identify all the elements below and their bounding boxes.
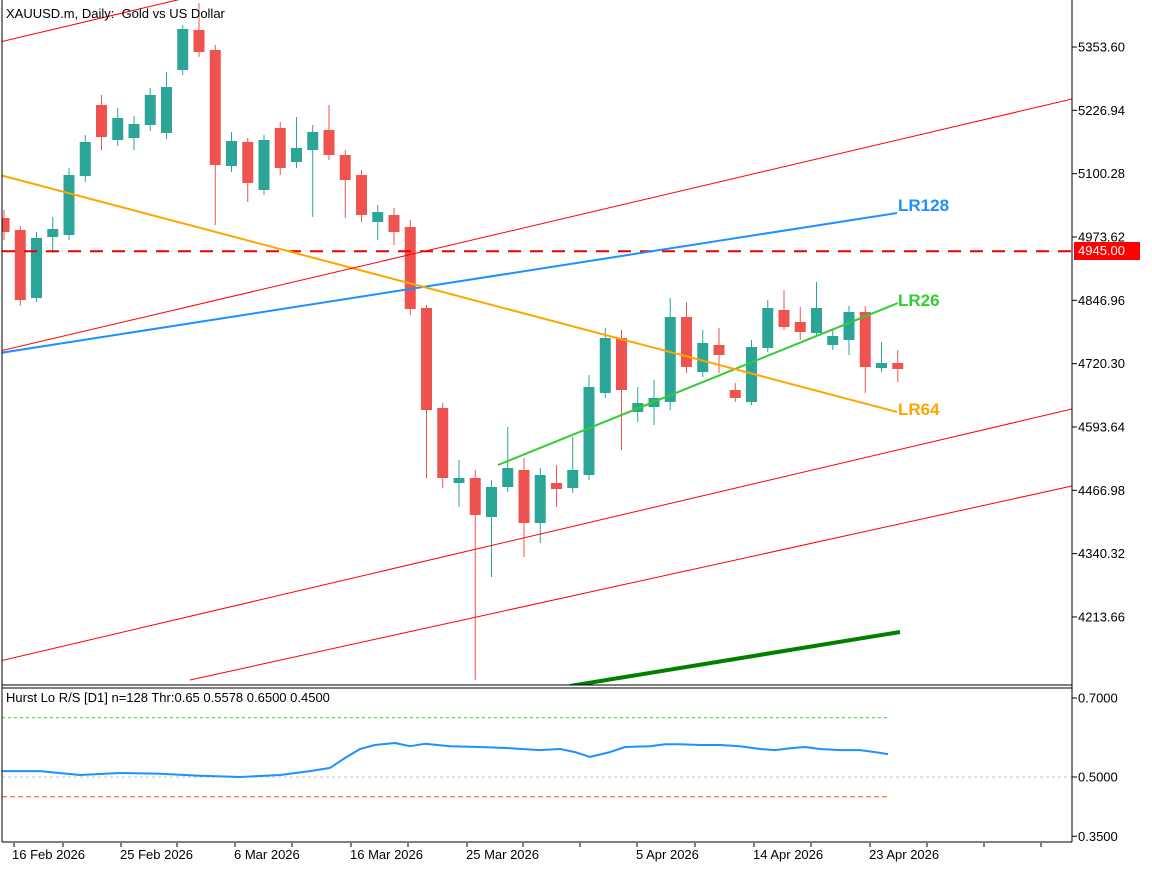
candle-bull: [144, 95, 156, 125]
hurst-axis-label: 0.3500: [1078, 829, 1118, 844]
candle-bear: [242, 142, 254, 183]
candle-bear: [616, 338, 627, 390]
candle-bear: [778, 310, 790, 327]
candle-bull: [307, 132, 319, 150]
candle-bull: [762, 308, 774, 348]
candle-bull: [226, 141, 237, 166]
candle-bull: [534, 475, 546, 523]
hurst-axis-label: 0.7000: [1078, 691, 1118, 706]
candle-bear: [96, 105, 107, 137]
candle-bull: [583, 387, 595, 475]
candle-bear: [729, 390, 741, 398]
candle-bull: [31, 238, 42, 298]
candle-bull: [697, 343, 709, 372]
candle-bull: [372, 212, 384, 222]
time-axis-label: 23 Apr 2026: [869, 847, 939, 862]
candle-bear: [551, 483, 562, 489]
price-axis-label: 4213.66: [1078, 609, 1125, 624]
trend-thick-line: [569, 630, 901, 685]
candle-bull: [876, 363, 887, 368]
candle-bull: [827, 336, 839, 345]
candle-bull: [567, 470, 579, 488]
time-axis-label: 16 Mar 2026: [350, 847, 423, 862]
candle-bull: [453, 478, 465, 483]
candle-bear: [437, 408, 449, 478]
candle-bear: [892, 363, 904, 369]
price-axis-label: 4466.98: [1078, 483, 1125, 498]
time-axis-label: 25 Feb 2026: [120, 847, 193, 862]
candle-bull: [128, 124, 140, 138]
candle-bear: [404, 227, 416, 309]
candle-bull: [47, 229, 59, 237]
candle-bear: [356, 175, 367, 215]
candle-bull: [664, 317, 676, 402]
candle-bear: [518, 470, 530, 523]
hurst-line: [2, 742, 889, 778]
lr128-line: [2, 212, 898, 354]
time-axis-label: 6 Mar 2026: [234, 847, 300, 862]
candle-bear: [193, 30, 205, 52]
candle-bull: [112, 118, 124, 140]
main-pane: [2, 0, 1072, 685]
candle-bull: [63, 175, 75, 235]
time-axis-label: 25 Mar 2026: [466, 847, 539, 862]
candle-bull: [161, 87, 172, 133]
candle-bear: [469, 478, 481, 515]
candle-bear: [209, 50, 221, 165]
candle-bull: [177, 29, 189, 70]
price-axis-label: 5226.94: [1078, 103, 1125, 118]
candle-bull: [291, 148, 302, 162]
candle-bear: [2, 218, 10, 232]
candle-bull: [811, 308, 822, 333]
channel-2-line: [2, 98, 1072, 352]
channel-3-line: [2, 408, 1072, 662]
candle-bear: [681, 317, 692, 367]
price-axis-label: 4593.64: [1078, 419, 1125, 434]
candle-bear: [323, 130, 335, 155]
candle-bear: [388, 215, 400, 232]
candle-bull: [79, 142, 91, 176]
candle-bull: [258, 140, 270, 190]
candle-bear: [794, 322, 806, 332]
axes: 5353.60 5226.94 5100.28 4973.62 4846.96 4720.…: [1, 0, 1125, 862]
lr26-line: [497, 302, 899, 466]
price-axis-label: 4846.96: [1078, 293, 1125, 308]
candle-bear: [14, 230, 26, 300]
candle-bear: [421, 308, 432, 410]
price-axis-label: 5353.60: [1078, 40, 1125, 55]
candle-bull: [599, 338, 611, 393]
candle-bull: [486, 487, 497, 517]
price-axis-label: 4340.32: [1078, 546, 1125, 561]
candle-bull: [843, 312, 855, 340]
channel-4-line: [189, 485, 1072, 681]
time-axis-label: 16 Feb 2026: [12, 847, 85, 862]
time-axis-label: 14 Apr 2026: [753, 847, 823, 862]
price-axis-label: 4973.62: [1078, 229, 1125, 244]
price-axis-label: 5100.28: [1078, 166, 1125, 181]
price-axis-label: 4720.30: [1078, 356, 1125, 371]
candle-bear: [274, 128, 286, 168]
hurst-axis-label: 0.5000: [1078, 770, 1118, 785]
channel-1-line: [2, 0, 180, 43]
candle-bull: [502, 468, 514, 487]
candle-bear: [339, 155, 351, 180]
candle-bear: [859, 312, 871, 367]
candle-bear: [713, 345, 725, 355]
indicator-pane: [2, 717, 1072, 798]
time-axis-label: 5 Apr 2026: [636, 847, 699, 862]
lr64-line: [2, 174, 898, 413]
